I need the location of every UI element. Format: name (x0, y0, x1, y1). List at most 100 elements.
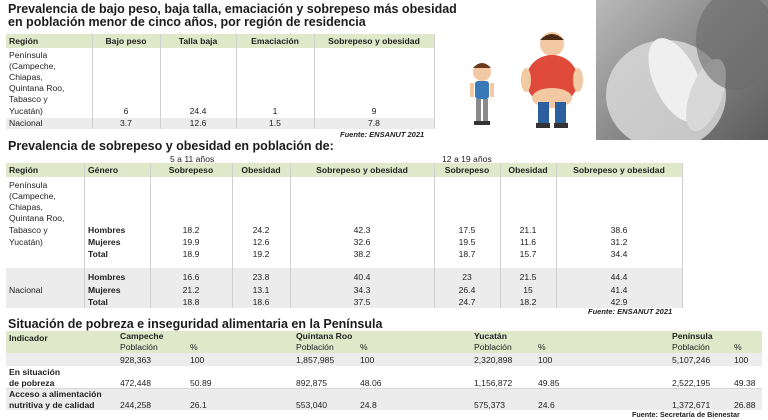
section3-pobreza-poblacion: 472,448 (120, 378, 152, 388)
section3-totals-poblacion: 1,857,985 (296, 355, 335, 365)
section2-nacional-band (6, 268, 682, 308)
section2-value: 41.4 (610, 285, 628, 295)
section2-genero: Mujeres (88, 237, 121, 247)
section3-row-acceso-label1: Acceso a alimentación (9, 389, 102, 399)
section2-genero: Total (88, 249, 108, 259)
section2-value: 13.1 (252, 285, 270, 295)
section3-state-campeche: Campeche (120, 331, 164, 341)
section2-header-region: Región (9, 165, 39, 175)
section3-totals-pct: 100 (538, 355, 553, 365)
section1-header-region: Región (9, 36, 39, 46)
section2-value: 15.7 (519, 249, 537, 259)
section2-value: 18.6 (252, 297, 270, 307)
section1-nacional-label: Nacional (9, 118, 43, 128)
section2-value: 38.6 (610, 225, 628, 235)
section2-group-12-19: 12 a 19 años (442, 154, 492, 164)
section2-value: 32.6 (353, 237, 371, 247)
section3-pobreza-band (6, 366, 762, 388)
section1-title-line1: Prevalencia de bajo peso, baja talla, em… (8, 2, 457, 16)
section3-acceso-poblacion: 244,258 (120, 400, 152, 410)
section3-acceso-pct: 24.8 (360, 400, 377, 410)
section3-row-pobreza-label1: En situación (9, 367, 61, 377)
section3-subheader-pct: % (360, 342, 368, 352)
section3-totals-band (6, 353, 762, 366)
section2-header-sobrepeso-1: Sobrepeso (168, 165, 214, 175)
section1-peninsula-band (6, 48, 434, 118)
section2-header-obesidad-2: Obesidad (508, 165, 548, 175)
section2-value: 31.2 (610, 237, 628, 247)
section2-title: Prevalencia de sobrepeso y obesidad en p… (8, 139, 334, 153)
section1-nacional-sobrepeso-obesidad: 7.8 (368, 118, 380, 128)
section3-totals-pct: 100 (190, 355, 205, 365)
section2-value: 24.7 (458, 297, 476, 307)
section2-value: 38.2 (353, 249, 371, 259)
section3-totals-poblacion: 2,320,898 (474, 355, 513, 365)
section3-pobreza-pct: 50.89 (190, 378, 212, 388)
section2-value: 21.1 (519, 225, 537, 235)
section3-state-quintana-roo: Quintana Roo (296, 331, 353, 341)
section2-value: 34.4 (610, 249, 628, 259)
section2-divider (84, 163, 85, 308)
section3-header-band (6, 331, 762, 353)
section2-region-line: Yucatán) (9, 237, 43, 247)
section2-value: 19.5 (458, 237, 476, 247)
section3-acceso-band (6, 388, 762, 410)
section2-genero: Hombres (88, 225, 126, 235)
section1-divider (92, 34, 93, 129)
section2-header-band (6, 163, 682, 177)
section3-acceso-pct: 26.88 (734, 400, 756, 410)
hands-illustration (606, 0, 768, 140)
section1-peninsula-talla-baja: 24.4 (189, 106, 207, 116)
section2-divider (682, 163, 683, 308)
section3-totals-poblacion: 5,107,246 (672, 355, 711, 365)
section3-state-peninsula: Península (672, 331, 713, 341)
section2-divider (150, 163, 151, 308)
section3-subheader-pct: % (190, 342, 198, 352)
section2-value: 21.5 (519, 272, 537, 282)
section1-source: Fuente: ENSANUT 2021 (340, 130, 425, 139)
section2-value: 44.4 (610, 272, 628, 282)
section1-region-line: Chiapas, (9, 72, 43, 82)
section3-acceso-poblacion: 575,373 (474, 400, 506, 410)
section2-value: 37.5 (353, 297, 371, 307)
child-hands-photo (596, 0, 768, 140)
section2-divider (556, 163, 557, 308)
section3-acceso-pct: 26.1 (190, 400, 207, 410)
section1-divider (236, 34, 237, 129)
section2-source: Fuente: ENSANUT 2021 (588, 307, 673, 316)
section3-pobreza-pct: 48.06 (360, 378, 382, 388)
section3-row-acceso-label2: nutritiva y de calidad (9, 400, 95, 410)
section3-acceso-pct: 24.6 (538, 400, 555, 410)
section3-pobreza-pct: 49.38 (734, 378, 756, 388)
section2-value: 11.6 (519, 237, 537, 247)
section3-pobreza-poblacion: 1,156,872 (474, 378, 513, 388)
section1-peninsula-emaciacion: 1 (272, 106, 278, 116)
section2-region-line: (Campeche, (9, 191, 56, 201)
section2-peninsula-band (6, 177, 682, 260)
section2-divider (290, 163, 291, 308)
section2-header-obesidad-1: Obesidad (241, 165, 281, 175)
section2-value: 16.6 (182, 272, 200, 282)
section1-header-bajo-peso: Bajo peso (105, 36, 147, 46)
section3-totals-poblacion: 928,363 (120, 355, 152, 365)
section2-value: 18.9 (182, 249, 200, 259)
section1-header-band (6, 34, 434, 48)
section2-header-sobrepeso-obesidad-2: Sobrepeso y obesidad (573, 165, 665, 175)
cartoon-children-illustration (440, 22, 600, 134)
section2-divider (500, 163, 501, 308)
section2-value: 18.8 (182, 297, 200, 307)
section2-genero: Mujeres (88, 285, 121, 295)
section2-divider (232, 163, 233, 308)
section2-value: 19.9 (182, 237, 200, 247)
section2-value: 18.2 (519, 297, 537, 307)
section2-value: 34.3 (353, 285, 371, 295)
section1-title-line2: en población menor de cinco años, por re… (8, 15, 366, 29)
section2-header-sobrepeso-obesidad-1: Sobrepeso y obesidad (316, 165, 408, 175)
section3-title: Situación de pobreza e inseguridad alime… (8, 317, 383, 331)
section2-header-sobrepeso-2: Sobrepeso (444, 165, 490, 175)
section1-region-line: Tabasco y (9, 94, 48, 104)
section2-value: 42.9 (610, 297, 628, 307)
section2-header-genero: Género (88, 165, 119, 175)
section2-region-line: Península (9, 180, 48, 190)
section1-region-line: (Campeche, (9, 61, 56, 71)
